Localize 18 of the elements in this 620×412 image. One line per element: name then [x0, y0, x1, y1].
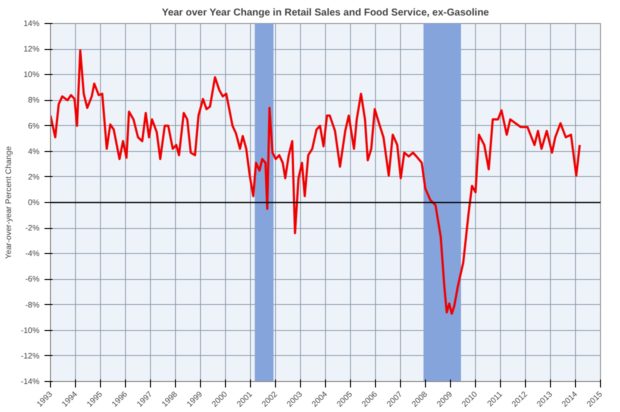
y-tick-label: -6% [25, 274, 40, 284]
y-tick-label: 2% [28, 172, 40, 182]
y-tick-label: 8% [28, 96, 40, 105]
y-tick-label: 0% [28, 198, 40, 207]
y-tick-label: -2% [25, 224, 40, 233]
y-tick-label: 14% [23, 19, 40, 28]
y-tick-label: -10% [20, 326, 40, 335]
y-axis-title: Year-over-year Percent Change [4, 146, 13, 259]
y-tick-label: -14% [20, 377, 40, 386]
y-tick-label: 4% [28, 146, 40, 156]
chart-title: Year over Year Change in Retail Sales and Food Service, ex-Gasoline [162, 8, 490, 18]
y-tick-label: 6% [28, 121, 40, 130]
y-tick-label: 10% [23, 70, 40, 80]
y-tick-label: 12% [23, 44, 40, 54]
y-tick-label: -8% [25, 300, 40, 310]
line-series [50, 49, 581, 315]
y-tick-label: -12% [20, 351, 40, 360]
y-tick-label: -4% [25, 249, 40, 258]
